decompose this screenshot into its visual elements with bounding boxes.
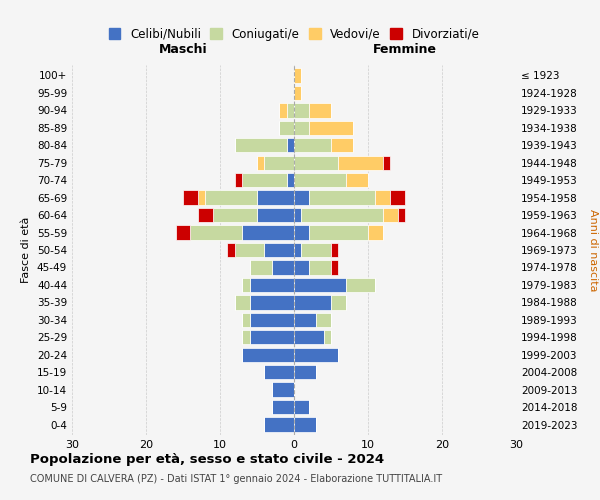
Bar (294, 226, 309, 239)
Bar (272, 400, 294, 414)
Bar (242, 173, 287, 188)
Bar (272, 382, 294, 397)
Bar (227, 243, 235, 257)
Bar (294, 418, 316, 432)
Bar (294, 243, 301, 257)
Bar (383, 156, 390, 170)
Bar (212, 208, 257, 222)
Bar (294, 365, 316, 380)
Bar (287, 138, 294, 152)
Bar (309, 226, 368, 239)
Bar (331, 295, 346, 310)
Bar (257, 190, 294, 205)
Legend: Celibi/Nubili, Coniugati/e, Vedovi/e, Divorziati/e: Celibi/Nubili, Coniugati/e, Vedovi/e, Di… (104, 23, 484, 45)
Bar (390, 190, 405, 205)
Y-axis label: Fasce di età: Fasce di età (22, 217, 31, 283)
Bar (301, 208, 383, 222)
Bar (242, 348, 294, 362)
Bar (368, 226, 383, 239)
Bar (176, 226, 190, 239)
Bar (294, 348, 338, 362)
Bar (346, 278, 376, 292)
Bar (235, 295, 250, 310)
Bar (331, 260, 338, 274)
Bar (198, 208, 212, 222)
Bar (198, 190, 205, 205)
Bar (235, 138, 287, 152)
Text: COMUNE DI CALVERA (PZ) - Dati ISTAT 1° gennaio 2024 - Elaborazione TUTTITALIA.IT: COMUNE DI CALVERA (PZ) - Dati ISTAT 1° g… (30, 474, 442, 484)
Bar (257, 208, 294, 222)
Bar (287, 103, 294, 118)
Bar (309, 190, 376, 205)
Bar (265, 156, 294, 170)
Bar (383, 208, 398, 222)
Bar (338, 156, 383, 170)
Bar (301, 243, 331, 257)
Bar (294, 312, 316, 327)
Bar (294, 156, 338, 170)
Bar (294, 278, 346, 292)
Bar (323, 330, 331, 344)
Bar (265, 365, 294, 380)
Bar (309, 103, 331, 118)
Bar (279, 103, 287, 118)
Bar (242, 278, 250, 292)
Bar (398, 208, 405, 222)
Bar (316, 312, 331, 327)
Bar (309, 120, 353, 135)
Bar (242, 312, 250, 327)
Text: Maschi: Maschi (158, 44, 208, 57)
Bar (235, 173, 242, 188)
Bar (250, 278, 294, 292)
Bar (331, 138, 353, 152)
Bar (294, 330, 323, 344)
Bar (272, 260, 294, 274)
Bar (294, 208, 301, 222)
Bar (331, 243, 338, 257)
Bar (294, 86, 301, 100)
Text: Femmine: Femmine (373, 44, 437, 57)
Y-axis label: Anni di nascita: Anni di nascita (589, 209, 598, 291)
Bar (235, 243, 265, 257)
Bar (309, 260, 331, 274)
Bar (376, 190, 390, 205)
Bar (287, 173, 294, 188)
Bar (294, 120, 309, 135)
Bar (183, 190, 198, 205)
Bar (265, 243, 294, 257)
Bar (250, 295, 294, 310)
Bar (294, 190, 309, 205)
Bar (294, 68, 301, 82)
Text: Popolazione per età, sesso e stato civile - 2024: Popolazione per età, sesso e stato civil… (30, 452, 384, 466)
Bar (242, 330, 250, 344)
Bar (294, 173, 346, 188)
Bar (190, 226, 242, 239)
Bar (250, 312, 294, 327)
Bar (265, 418, 294, 432)
Bar (346, 173, 368, 188)
Bar (250, 260, 272, 274)
Bar (294, 260, 309, 274)
Bar (294, 400, 309, 414)
Bar (279, 120, 294, 135)
Bar (250, 330, 294, 344)
Bar (242, 226, 294, 239)
Bar (294, 295, 331, 310)
Bar (294, 138, 331, 152)
Bar (205, 190, 257, 205)
Bar (257, 156, 265, 170)
Bar (294, 103, 309, 118)
